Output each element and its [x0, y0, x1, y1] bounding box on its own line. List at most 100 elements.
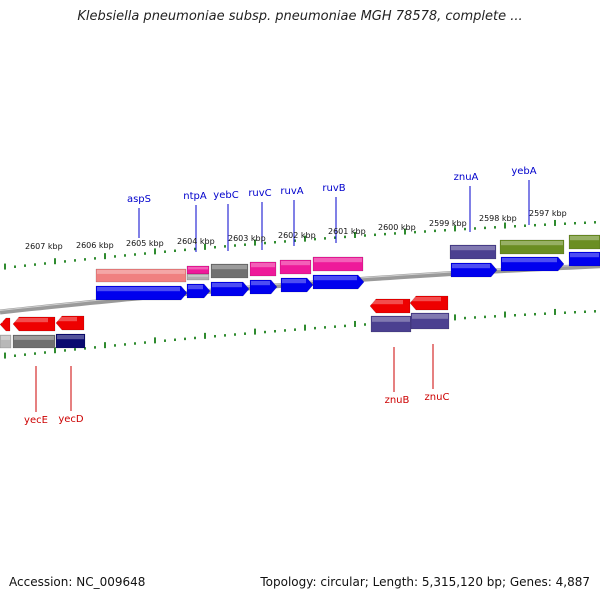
tick-mark-top — [524, 224, 526, 227]
tick-mark-bottom — [264, 330, 266, 334]
tick-mark-top — [584, 221, 586, 225]
tick-mark-top — [44, 262, 46, 265]
tick-mark-bottom — [214, 334, 216, 338]
gene-label-yecE: yecE — [24, 415, 48, 426]
gene-left-partial-shine — [1, 319, 3, 323]
cds-ntpa[interactable] — [186, 283, 211, 299]
gene-label-ntpA: ntpA — [183, 191, 207, 202]
cds-ruva[interactable] — [280, 277, 314, 293]
block-yece[interactable] — [12, 334, 56, 349]
gene-yece[interactable] — [12, 316, 56, 332]
gene-label-znuC: znuC — [425, 392, 450, 403]
gene-block-ruva[interactable] — [279, 259, 312, 275]
block-znub-shine — [372, 317, 410, 322]
tick-mark-bottom — [224, 334, 226, 337]
tick-mark-bottom — [174, 338, 176, 342]
tick-mark-bottom — [84, 347, 86, 350]
tick-mark-top — [424, 230, 426, 233]
tick-mark-bottom — [254, 328, 256, 335]
tick-mark-top — [344, 235, 346, 239]
tick-mark-bottom — [474, 316, 476, 319]
gene-block-znua[interactable] — [449, 244, 497, 260]
tick-mark-top — [354, 231, 356, 238]
tick-mark-top — [54, 258, 56, 265]
block-left-partial-shine — [1, 336, 10, 340]
tick-mark-top — [94, 257, 96, 260]
gene-features[interactable] — [0, 234, 600, 349]
tick-mark-bottom — [194, 336, 196, 340]
tick-mark-top — [454, 225, 456, 232]
tick-mark-top — [404, 228, 406, 235]
tick-mark-top — [334, 236, 336, 239]
cds-ntpa-shine — [188, 285, 203, 290]
accession-label: Accession: NC_009648 — [9, 575, 146, 589]
tick-mark-top — [574, 221, 576, 225]
cds-yeba-shine — [502, 258, 557, 263]
tick-mark-bottom — [324, 326, 326, 329]
gene-znuc[interactable] — [409, 295, 449, 311]
gene-block-asps[interactable] — [95, 268, 187, 283]
cds-next[interactable] — [568, 251, 600, 267]
cds-znua[interactable] — [450, 262, 498, 278]
gene-block-ruvc[interactable] — [249, 261, 277, 277]
tick-mark-top — [464, 227, 466, 231]
tick-mark-top — [294, 239, 296, 242]
tick-mark-bottom — [34, 352, 36, 355]
cds-ruvc-shine — [251, 281, 270, 286]
tick-mark-bottom — [584, 310, 586, 314]
tick-mark-bottom — [564, 311, 566, 314]
gene-block-yebc[interactable] — [210, 263, 249, 279]
cds-yeba[interactable] — [500, 256, 565, 272]
tick-mark-top — [414, 230, 416, 234]
gene-block-yeba[interactable] — [499, 239, 565, 255]
tick-mark-top — [314, 237, 316, 241]
tick-mark-top — [554, 219, 556, 226]
tick-mark-top — [104, 253, 106, 260]
gene-block-ntpa-alt[interactable] — [186, 273, 210, 281]
block-znuc-shine — [412, 314, 448, 319]
tick-mark-bottom — [484, 315, 486, 319]
block-left-partial[interactable] — [0, 334, 12, 349]
tick-mark-bottom — [114, 344, 116, 347]
tick-mark-top — [474, 227, 476, 230]
tick-mark-bottom — [234, 333, 236, 336]
gene-block-next-shine — [570, 236, 599, 241]
cds-znua-shine — [452, 264, 490, 269]
gene-yecd[interactable] — [55, 315, 85, 331]
tick-mark-top — [134, 253, 136, 256]
cds-ruva-shine — [282, 279, 306, 284]
tick-mark-top — [304, 235, 306, 242]
cds-yebc[interactable] — [210, 281, 250, 297]
tick-mark-bottom — [4, 352, 6, 359]
gene-block-next[interactable] — [568, 234, 600, 250]
tick-mark-bottom — [74, 348, 76, 351]
tick-mark-bottom — [314, 326, 316, 330]
gene-left-partial[interactable] — [0, 317, 11, 332]
tick-mark-top — [214, 245, 216, 249]
cds-ruvb[interactable] — [312, 274, 365, 290]
tick-mark-bottom — [204, 332, 206, 339]
tick-mark-top — [494, 226, 496, 229]
block-znub[interactable] — [370, 315, 412, 333]
tick-mark-bottom — [544, 312, 546, 315]
gene-znub[interactable] — [369, 298, 411, 314]
tick-mark-bottom — [344, 324, 346, 328]
tick-mark-top — [74, 259, 76, 262]
block-yecd[interactable] — [55, 333, 86, 349]
gene-block-ruvb[interactable] — [312, 256, 364, 272]
scale-label: 2603 kbp — [228, 234, 266, 243]
tick-mark-top — [384, 232, 386, 236]
block-znuc[interactable] — [410, 312, 450, 330]
tick-mark-bottom — [94, 346, 96, 349]
tick-mark-bottom — [334, 325, 336, 328]
cds-ruvc[interactable] — [249, 279, 278, 295]
gene-block-ruva-shine — [281, 261, 310, 266]
tick-mark-bottom — [554, 308, 556, 315]
gene-label-yebC: yebC — [213, 190, 238, 201]
scale-label: 2601 kbp — [328, 227, 366, 236]
cds-asps[interactable] — [95, 285, 188, 301]
gene-block-ruvb-shine — [314, 258, 362, 263]
scale-labels: 2607 kbp 2606 kbp 2605 kbp 2604 kbp 2603 kbp… — [25, 209, 567, 251]
tick-mark-top — [364, 234, 366, 237]
